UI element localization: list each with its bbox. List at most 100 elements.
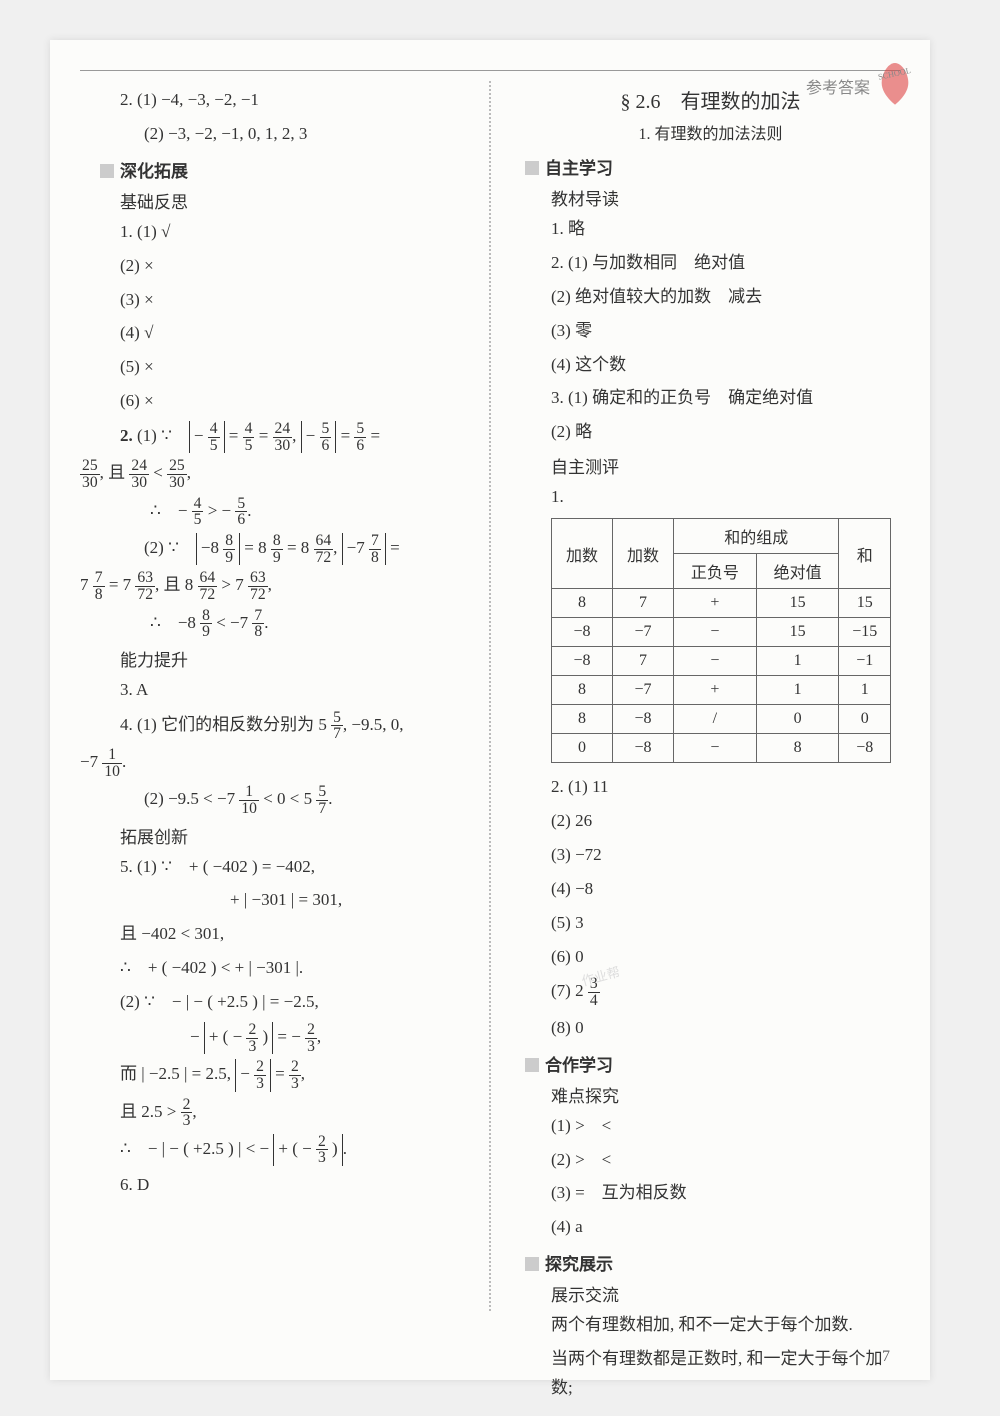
- text: (4) 这个数: [551, 351, 900, 380]
- td: 1: [756, 647, 839, 676]
- math-line: 7 78 = 7 6372, 且 8 6472 > 7 6372,: [80, 570, 459, 602]
- td: 0: [756, 705, 839, 734]
- text: (4) √: [120, 319, 459, 348]
- th: 和的组成: [674, 519, 839, 554]
- text: (2) −3, −2, −1, 0, 1, 2, 3: [144, 120, 459, 149]
- text: (3) −72: [551, 841, 900, 870]
- td: +: [674, 676, 757, 705]
- table-row: 87+1515: [552, 589, 891, 618]
- math-line: (7) 2 34: [551, 976, 900, 1008]
- math-line: ∴ − 45 > − 56.: [150, 496, 459, 528]
- td: −8: [552, 618, 613, 647]
- th: 正负号: [674, 554, 757, 589]
- text: 两个有理数相加, 和不一定大于每个加数.: [551, 1311, 900, 1340]
- td: −8: [613, 734, 674, 763]
- text: 且 −402 < 301,: [120, 920, 459, 949]
- td: −7: [613, 676, 674, 705]
- table-row: 0−8−8−8: [552, 734, 891, 763]
- th: 和: [839, 519, 891, 589]
- section-heading: 合作学习: [525, 1051, 900, 1076]
- text: (1) > <: [551, 1112, 900, 1141]
- td: 7: [613, 647, 674, 676]
- table-row: 8−8/00: [552, 705, 891, 734]
- text: (2) ×: [120, 252, 459, 281]
- text: 4. (1) 它们的相反数分别为: [120, 715, 314, 734]
- text: (6) ×: [120, 387, 459, 416]
- td: −8: [839, 734, 891, 763]
- text: 3. (1) 确定和的正负号 确定绝对值: [551, 384, 900, 413]
- td: 7: [613, 589, 674, 618]
- td: 8: [552, 589, 613, 618]
- math-line: 而 | −2.5 | = 2.5, − 23 = 23,: [120, 1059, 459, 1091]
- math-line: 2530, 且 2430 < 2530,: [80, 458, 459, 490]
- page: 参考答案 SCHOOL 2. (1) −4, −3, −2, −1 (2) −3…: [50, 40, 930, 1380]
- td: 8: [756, 734, 839, 763]
- text: 2. (1) 11: [551, 773, 900, 802]
- text: (5) 3: [551, 909, 900, 938]
- text: (5) ×: [120, 353, 459, 382]
- td: 0: [839, 705, 891, 734]
- math-line: (2) ∵ −8 89 = 8 89 = 8 6472, −7 78 =: [144, 533, 459, 565]
- text: ∴ + ( −402 ) < + | −301 |.: [120, 954, 459, 983]
- td: −8: [613, 705, 674, 734]
- math-line: 且 2.5 > 23,: [120, 1097, 459, 1129]
- text: 2. (1) 与加数相同 绝对值: [551, 249, 900, 278]
- td: −8: [552, 647, 613, 676]
- td: 8: [552, 705, 613, 734]
- td: 15: [839, 589, 891, 618]
- text: (3) 零: [551, 317, 900, 346]
- th: 加数: [552, 519, 613, 589]
- text: (4) −8: [551, 875, 900, 904]
- text: 1.: [551, 483, 900, 512]
- td: −: [674, 647, 757, 676]
- text: (2) 略: [551, 418, 900, 447]
- text: 6. D: [120, 1171, 459, 1200]
- table-row: 加数 加数 和的组成 和: [552, 519, 891, 554]
- section-heading: 深化拓展: [100, 157, 459, 182]
- left-column: 2. (1) −4, −3, −2, −1 (2) −3, −2, −1, 0,…: [80, 81, 459, 1311]
- sub-heading: 展示交流: [551, 1281, 900, 1306]
- math-line: ∴ − | − ( +2.5 ) | < − + ( − 23 ).: [120, 1134, 459, 1166]
- text: 5. (1) ∵ + ( −402 ) = −402,: [120, 853, 459, 882]
- td: +: [674, 589, 757, 618]
- text: + | −301 | = 301,: [230, 886, 459, 915]
- sub-heading: 能力提升: [120, 646, 459, 671]
- td: 8: [552, 676, 613, 705]
- math-line: ∴ −8 89 < −7 78.: [150, 608, 459, 640]
- text: (2) 绝对值较大的加数 减去: [551, 283, 900, 312]
- text: 2. (1) −4, −3, −2, −1: [120, 86, 459, 115]
- sub-heading: 拓展创新: [120, 823, 459, 848]
- text: ∴ − | − ( +2.5 ) | < −: [120, 1139, 269, 1158]
- sub-heading: 基础反思: [120, 188, 459, 213]
- math-line: −7 110.: [80, 747, 459, 779]
- td: 15: [756, 589, 839, 618]
- columns: 2. (1) −4, −3, −2, −1 (2) −3, −2, −1, 0,…: [80, 81, 900, 1311]
- math-line: 2. (1) ∵ − 45 = 45 = 2430, − 56 = 56 =: [120, 421, 459, 453]
- td: −: [674, 618, 757, 647]
- text: 当两个有理数都是正数时, 和一定大于每个加数;: [551, 1345, 900, 1403]
- table-row: −87−1−1: [552, 647, 891, 676]
- td: 1: [839, 676, 891, 705]
- td: −: [674, 734, 757, 763]
- td: −15: [839, 618, 891, 647]
- page-number: 7: [882, 1348, 890, 1366]
- td: 15: [756, 618, 839, 647]
- math-line: 4. (1) 它们的相反数分别为 5 57, −9.5, 0,: [120, 710, 459, 742]
- text: (2) ∵ − | − ( +2.5 ) | = −2.5,: [120, 988, 459, 1017]
- sub-heading: 难点探究: [551, 1082, 900, 1107]
- text: (2) > <: [551, 1146, 900, 1175]
- text: 1. (1) √: [120, 218, 459, 247]
- th: 绝对值: [756, 554, 839, 589]
- td: −7: [613, 618, 674, 647]
- column-divider: [489, 81, 491, 1311]
- text: (2) 26: [551, 807, 900, 836]
- section-title: § 2.6 有理数的加法: [521, 85, 900, 114]
- addition-table: 加数 加数 和的组成 和 正负号 绝对值 87+1515−8−7−15−15−8…: [551, 518, 891, 763]
- section-subtitle: 1. 有理数的加法法则: [521, 120, 900, 144]
- td: 1: [756, 676, 839, 705]
- text: (6) 0: [551, 943, 900, 972]
- sub-heading: 自主测评: [551, 453, 900, 478]
- td: −1: [839, 647, 891, 676]
- text: (4) a: [551, 1213, 900, 1242]
- text: 1. 略: [551, 215, 900, 244]
